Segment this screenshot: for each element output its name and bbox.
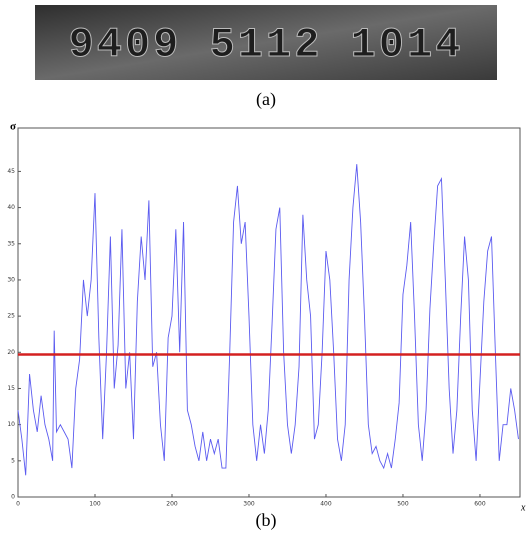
x-tick-label: 400 bbox=[320, 501, 332, 508]
caption-b: (b) bbox=[256, 510, 277, 531]
y-tick-label: 40 bbox=[7, 204, 15, 211]
y-tick-label: 15 bbox=[7, 385, 15, 392]
data-line bbox=[17, 164, 519, 476]
x-tick-label: 300 bbox=[243, 501, 255, 508]
y-tick-label: 5 bbox=[11, 457, 15, 464]
y-tick-label: 0 bbox=[11, 494, 15, 501]
y-tick-label: 10 bbox=[7, 421, 15, 428]
card-image bbox=[35, 5, 497, 80]
y-tick-label: 35 bbox=[7, 240, 15, 247]
x-axis-label: x bbox=[520, 502, 526, 513]
y-tick-label: 45 bbox=[7, 168, 15, 175]
x-tick-label: 600 bbox=[474, 501, 486, 508]
y-tick-label: 20 bbox=[7, 349, 15, 356]
y-tick-label: 25 bbox=[7, 313, 15, 320]
caption-a: (a) bbox=[256, 89, 276, 110]
x-tick-label: 100 bbox=[89, 501, 101, 508]
card-digits: 9409 5112 1014 bbox=[69, 21, 464, 69]
x-tick-label: 200 bbox=[166, 501, 178, 508]
y-axis-label: σ bbox=[10, 121, 16, 133]
x-tick-label: 500 bbox=[397, 501, 409, 508]
y-tick-label: 30 bbox=[7, 276, 15, 283]
plot-frame bbox=[17, 127, 521, 498]
x-tick-label: 0 bbox=[16, 501, 20, 508]
